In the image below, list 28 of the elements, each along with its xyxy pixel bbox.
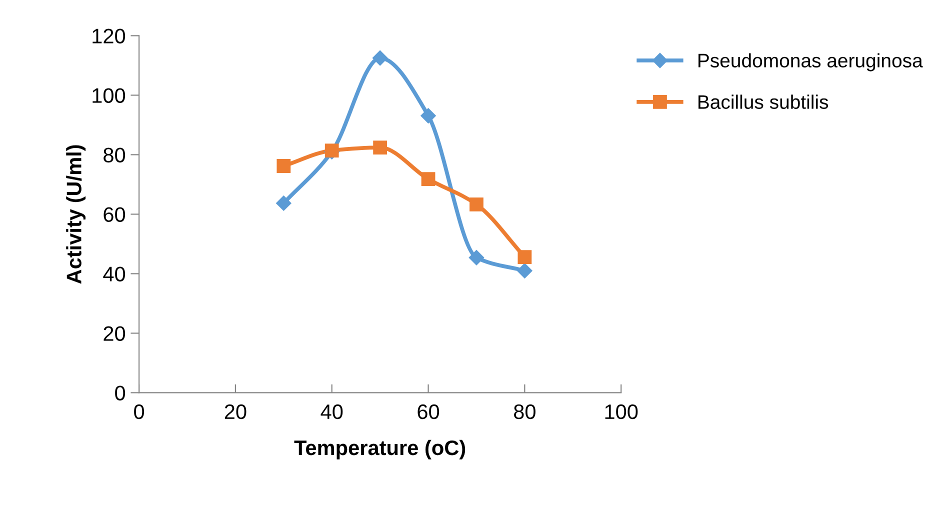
y-tick-label: 120 — [92, 28, 126, 44]
y-tick-label: 80 — [104, 148, 126, 162]
point — [373, 140, 388, 155]
x-tick-label: 0 — [134, 404, 144, 420]
x-axis-title: Temperature (oC) — [294, 440, 466, 460]
legend-label: Pseudomonas aeruginosa — [698, 53, 923, 72]
y-tick-label: 100 — [92, 88, 126, 103]
point — [517, 263, 532, 278]
point — [324, 144, 339, 158]
y-axis-title: Activity (U/ml) — [66, 145, 86, 284]
x-tick-label: 80 — [514, 404, 536, 420]
y-tick-label: 60 — [104, 207, 126, 222]
y-tick-label: 40 — [103, 266, 126, 282]
point — [518, 250, 532, 264]
y-tick-label: 0 — [115, 386, 126, 400]
point — [276, 196, 292, 211]
x-tick-label: 60 — [418, 404, 440, 420]
point — [468, 250, 484, 266]
y-tick-label: 20 — [104, 326, 126, 341]
point — [372, 50, 388, 66]
legend-label: Bacillus subtilis — [698, 94, 828, 109]
point — [421, 172, 436, 186]
x-tick-label: 40 — [320, 404, 343, 420]
point — [470, 197, 484, 212]
x-tick-label: 20 — [224, 404, 246, 420]
point — [276, 159, 291, 173]
x-tick-label: 100 — [605, 404, 638, 420]
point — [420, 108, 436, 124]
